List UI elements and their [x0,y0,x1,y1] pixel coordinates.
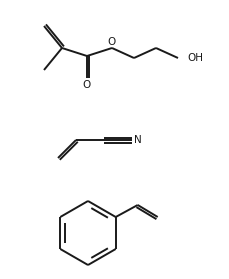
Text: O: O [107,37,116,47]
Text: OH: OH [186,53,202,63]
Text: O: O [82,80,91,90]
Text: N: N [134,135,141,145]
